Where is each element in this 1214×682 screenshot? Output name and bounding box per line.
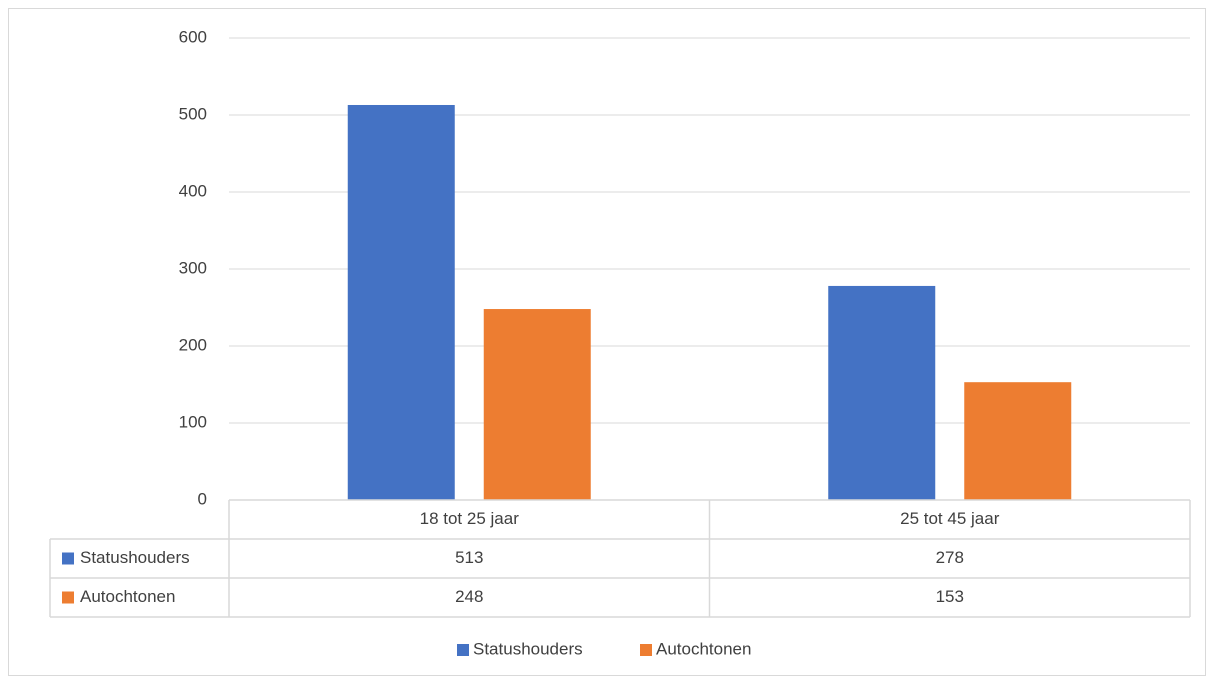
x-tick-label: 18 tot 25 jaar (420, 509, 520, 528)
bar (483, 309, 591, 500)
y-tick-label: 500 (179, 104, 207, 123)
legend-swatch (457, 644, 469, 656)
legend-label: Autochtonen (656, 639, 751, 658)
table-series-name: Autochtonen (80, 587, 175, 606)
data-label: 153 (936, 587, 964, 606)
y-tick-label: 200 (179, 335, 207, 354)
data-label: 278 (936, 548, 964, 567)
bar (347, 104, 455, 501)
y-tick-label: 300 (179, 258, 207, 277)
y-tick-label: 600 (179, 27, 207, 46)
y-tick-label: 400 (179, 181, 207, 200)
data-label: 513 (455, 548, 483, 567)
y-tick-label: 100 (179, 412, 207, 431)
y-tick-label: 0 (198, 489, 207, 508)
x-tick-label: 25 tot 45 jaar (900, 509, 1000, 528)
legend-swatch (640, 644, 652, 656)
bar (964, 382, 1072, 500)
chart-border (8, 8, 1206, 676)
legend-label: Statushouders (473, 639, 583, 658)
table-series-name: Statushouders (80, 548, 190, 567)
data-label: 248 (455, 587, 483, 606)
legend-key (62, 552, 74, 565)
bar (828, 285, 936, 500)
legend-key (62, 591, 74, 604)
